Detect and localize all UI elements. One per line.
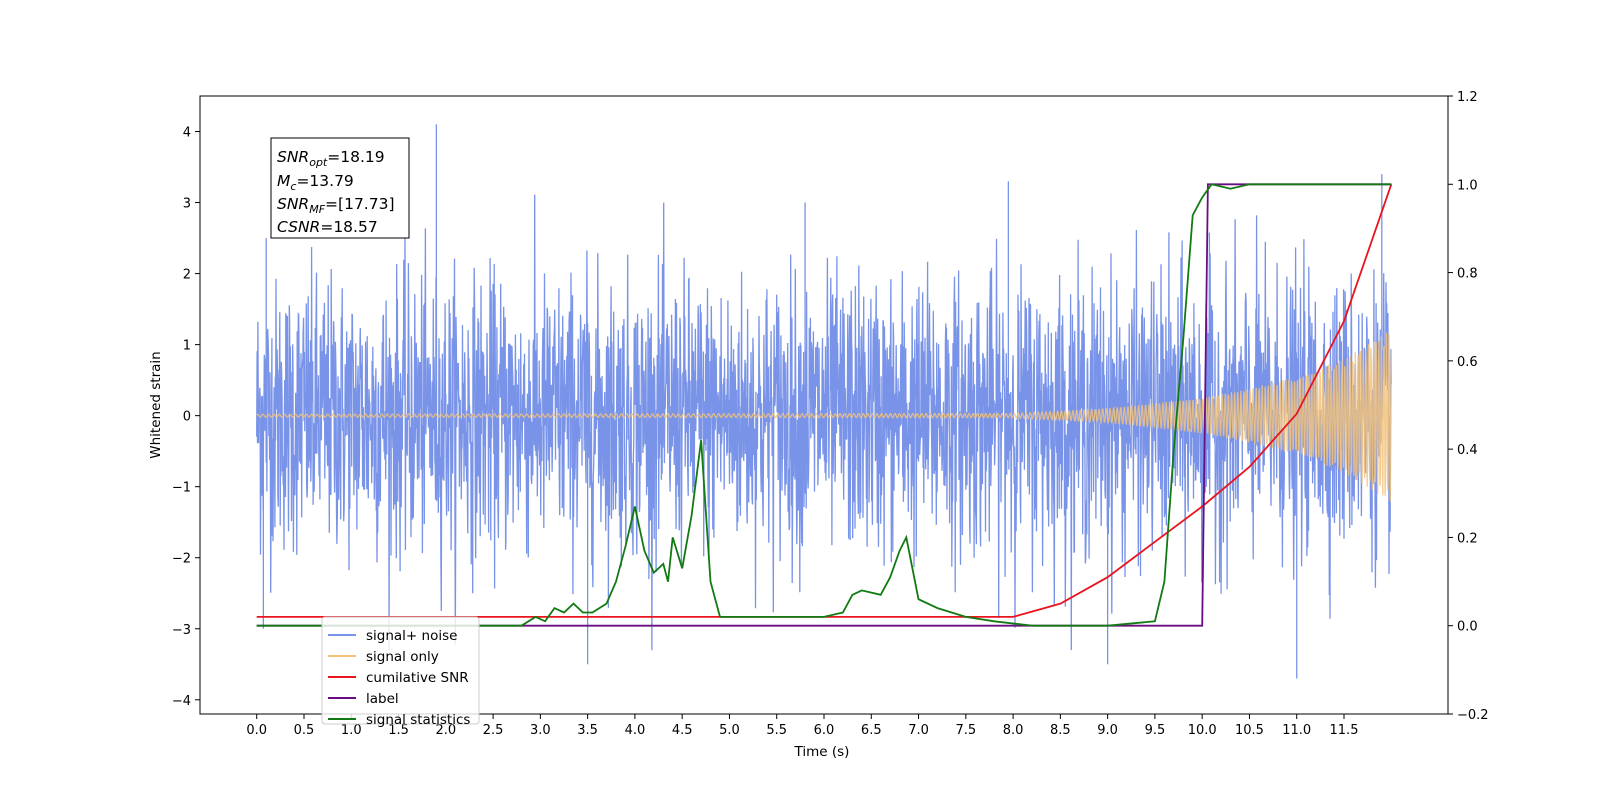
x-tick-label: 4.0: [625, 723, 646, 738]
series-layer: [256, 124, 1393, 679]
legend: signal+ noise signal only cumilative SNR la…: [321, 616, 480, 728]
x-tick-label: 10.0: [1188, 723, 1217, 738]
x-tick-label: 4.5: [672, 723, 693, 738]
annotation-mc: Mc=13.79: [277, 172, 354, 193]
plot-area: [256, 124, 1393, 679]
y-tick-label: 2: [183, 268, 191, 283]
x-tick-label: 1.5: [388, 723, 409, 738]
series-cumulative-snr: [256, 184, 1393, 618]
y-tick-label: −1: [172, 481, 191, 496]
x-tick-label: 11.5: [1330, 723, 1359, 738]
y2-tick-label: 0.6: [1457, 355, 1478, 370]
y-axis-label: Whitened strain: [148, 351, 164, 458]
y-tick-label: −4: [172, 694, 191, 709]
y2-tick-label: 0.2: [1457, 531, 1478, 546]
y-tick-label: −2: [172, 552, 191, 567]
annotation-csnr: CSNR=18.57: [277, 218, 378, 236]
y2-tick-label: 1.2: [1457, 90, 1478, 105]
legend-label: signal only: [366, 649, 439, 665]
y2-tick-label: 0.0: [1457, 620, 1478, 635]
x-tick-label: 6.0: [814, 723, 835, 738]
legend-frame: [321, 616, 480, 725]
y-tick-label: 0: [183, 410, 191, 425]
x-tick-label: 10.5: [1235, 723, 1264, 738]
x-tick-label: 8.5: [1050, 723, 1071, 738]
y2-tick-label: −0.2: [1457, 708, 1489, 723]
series-signal-only: [256, 332, 1392, 502]
x-tick-label: 3.0: [530, 723, 551, 738]
y-axis-left: −4 −3 −2 −1 0 1 2 3 4: [172, 126, 200, 709]
legend-label: signal+ noise: [366, 628, 457, 644]
y-tick-label: −3: [172, 623, 191, 638]
y2-tick-label: 1.0: [1457, 178, 1478, 193]
x-tick-label: 1.0: [341, 723, 362, 738]
x-tick-label: 0.5: [294, 723, 315, 738]
legend-label: signal statistics: [366, 712, 470, 728]
y-tick-label: 1: [183, 339, 191, 354]
series-signal-statistics: [256, 183, 1392, 627]
x-tick-label: 9.0: [1097, 723, 1118, 738]
annotation-frame: [270, 137, 410, 239]
y-tick-label: 3: [183, 197, 191, 212]
x-tick-label: 11.0: [1282, 723, 1311, 738]
annotation-snr-mf: SNRMF=[17.73]: [277, 195, 395, 216]
y-axis-right: −0.2 0.0 0.2 0.4 0.6 0.8 1.0 1.2: [1448, 90, 1489, 723]
annotation-box: SNRopt=18.19 Mc=13.79 SNRMF=[17.73] CSNR…: [270, 137, 410, 239]
x-tick-label: 8.0: [1003, 723, 1024, 738]
x-tick-label: 0.0: [246, 723, 267, 738]
y-tick-label: 4: [183, 126, 191, 141]
x-tick-label: 7.0: [908, 723, 929, 738]
x-tick-label: 5.0: [719, 723, 740, 738]
legend-label: label: [366, 691, 399, 707]
x-tick-label: 2.0: [435, 723, 456, 738]
y2-tick-label: 0.4: [1457, 443, 1478, 458]
annotation-snr-opt: SNRopt=18.19: [277, 148, 385, 169]
x-tick-label: 9.5: [1145, 723, 1166, 738]
x-tick-label: 6.5: [861, 723, 882, 738]
x-tick-label: 5.5: [766, 723, 787, 738]
x-axis: 0.0 0.5 1.0 1.5 2.0 2.5 3.0 3.5 4.0 4.5 5.0 5.5 6.0 6…: [246, 714, 1358, 738]
y2-tick-label: 0.8: [1457, 267, 1478, 282]
legend-label: cumilative SNR: [366, 670, 469, 686]
x-axis-label: Time (s): [794, 744, 850, 760]
x-tick-label: 3.5: [577, 723, 598, 738]
x-tick-label: 7.5: [955, 723, 976, 738]
x-tick-label: 2.5: [483, 723, 504, 738]
